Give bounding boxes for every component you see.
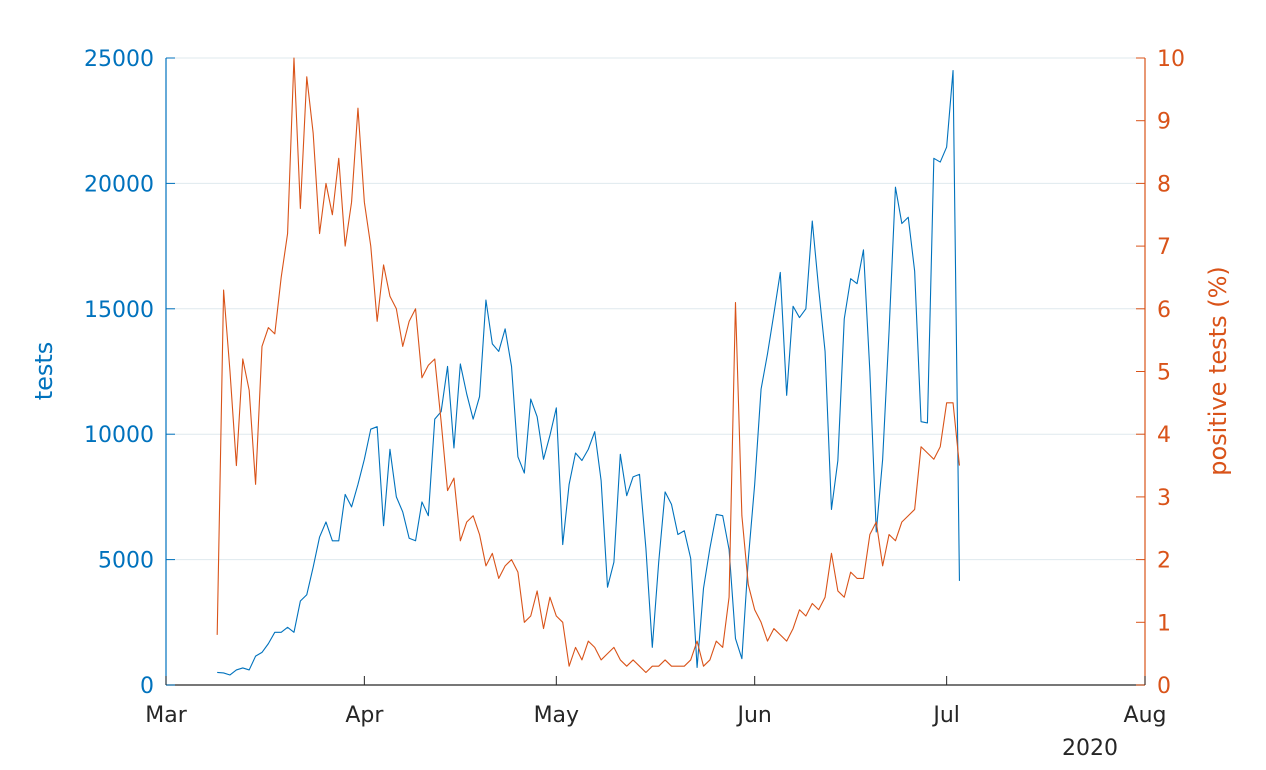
- right-tick-label: 1: [1157, 611, 1171, 636]
- left-tick-label: 5000: [98, 549, 154, 574]
- x-tick-label: Jul: [931, 703, 960, 728]
- axes: [165, 58, 1146, 686]
- x-tick-label: May: [534, 703, 579, 728]
- x-axis-year-label: 2020: [1062, 736, 1118, 761]
- x-tick-label: Aug: [1124, 703, 1167, 728]
- right-tick-label: 5: [1157, 361, 1171, 386]
- right-tick-label: 4: [1157, 423, 1171, 448]
- x-tick-label: Mar: [145, 703, 187, 728]
- y-right-axis-label: positive tests (%): [1204, 266, 1232, 476]
- tests-series-line: [217, 69, 960, 676]
- x-axis-ticks: Mar Apr May Jun Jul Aug: [145, 676, 1166, 728]
- left-tick-label: 15000: [84, 298, 154, 323]
- series-layer: [216, 57, 960, 676]
- left-tick-label: 25000: [84, 47, 154, 72]
- right-tick-label: 3: [1157, 486, 1171, 511]
- x-tick-label: Apr: [345, 703, 384, 728]
- gridlines: [166, 57, 1145, 561]
- right-axis-ticks: 0 1 2 3 4 5 6 7 8 9 10: [1136, 47, 1185, 699]
- left-tick-label: 10000: [84, 423, 154, 448]
- left-axis-ticks: 0 5000 10000 15000 20000 25000: [84, 47, 175, 699]
- right-tick-label: 0: [1157, 674, 1171, 699]
- right-tick-label: 7: [1157, 235, 1171, 260]
- right-tick-label: 8: [1157, 172, 1171, 197]
- left-tick-label: 20000: [84, 172, 154, 197]
- right-tick-label: 10: [1157, 47, 1185, 72]
- right-tick-label: 9: [1157, 110, 1171, 135]
- y-left-axis-label: tests: [30, 342, 58, 401]
- left-tick-label: 0: [140, 674, 154, 699]
- right-tick-label: 6: [1157, 298, 1171, 323]
- right-tick-label: 2: [1157, 549, 1171, 574]
- positive-rate-series-line: [216, 57, 960, 674]
- x-tick-label: Jun: [735, 703, 771, 728]
